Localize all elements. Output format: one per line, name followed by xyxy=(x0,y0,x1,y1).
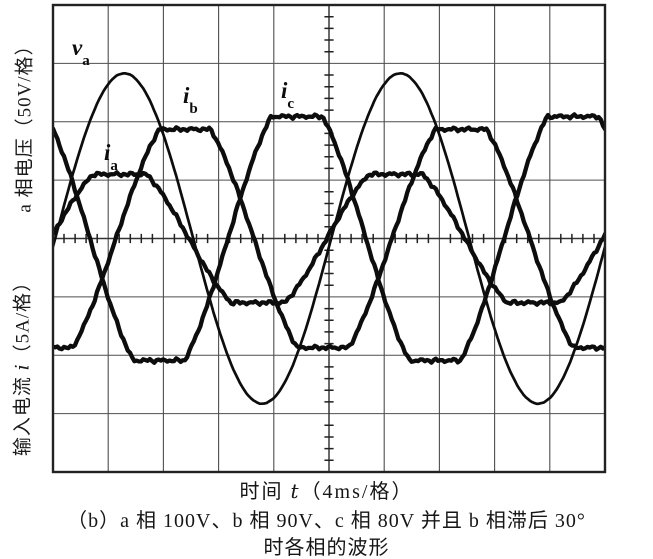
x-axis-label-pre: 时间 xyxy=(239,481,291,503)
trace-va xyxy=(53,71,605,406)
wave-label-va: va xyxy=(72,35,90,69)
figure-caption-line2: 时各相的波形 xyxy=(263,537,390,559)
y-axis-label-current: 输入电流 i（5A/格） xyxy=(8,272,35,456)
x-axis-label: 时间 t（4ms/格） xyxy=(0,475,653,504)
y-axis-label-current-pre: 输入电流 xyxy=(12,370,34,457)
wave-label-ic: ic xyxy=(281,78,295,112)
trace-ic xyxy=(53,112,605,365)
wave-label-ia: ia xyxy=(104,140,118,174)
y-axis-label-current-post: （5A/格） xyxy=(12,271,34,364)
waveform-plot xyxy=(51,3,607,474)
trace-ia xyxy=(53,170,605,307)
wave-label-ib: ib xyxy=(183,83,198,117)
x-axis-label-post: （4ms/格） xyxy=(300,481,414,503)
trace-ib xyxy=(53,125,605,352)
y-axis-label-voltage: a 相电压（50V/格） xyxy=(14,35,36,213)
y-axis-label-current-var: i xyxy=(11,363,34,371)
figure-caption-line1: （b）a 相 100V、b 相 90V、c 相 80V 并且 b 相滞后 30° xyxy=(67,510,586,532)
x-axis-label-var: t xyxy=(290,479,301,503)
